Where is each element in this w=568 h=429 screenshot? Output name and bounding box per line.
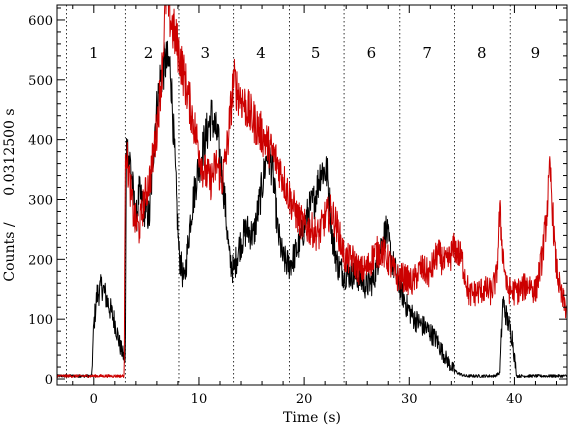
segment-label: 7 (422, 44, 432, 62)
y-tick-label: 300 (28, 193, 53, 208)
segment-label: 8 (477, 44, 487, 62)
y-tick-label: 100 (28, 313, 53, 328)
x-tick-label: 10 (191, 392, 208, 407)
x-tick-label: 30 (401, 392, 418, 407)
y-axis: 0 100 200 300 400 500 600 (28, 7, 567, 388)
segment-label: 5 (311, 44, 321, 62)
segment-label: 1 (89, 44, 99, 62)
segment-label: 9 (531, 44, 541, 62)
segment-label: 4 (256, 44, 266, 62)
segment-label: 6 (367, 44, 377, 62)
x-tick-label: 20 (296, 392, 313, 407)
x-axis: 0 10 20 30 40 (72, 5, 557, 407)
segment-label: 2 (144, 44, 154, 62)
segment-label: 3 (200, 44, 210, 62)
y-tick-label: 600 (28, 14, 53, 29)
y-axis-label: Counts / 0.0312500 s (2, 108, 18, 281)
y-tick-label: 200 (28, 253, 53, 268)
y-tick-label: 400 (28, 134, 53, 149)
series-layer (57, 5, 567, 379)
x-tick-label: 40 (506, 392, 523, 407)
plot-frame (56, 4, 568, 386)
segment-labels: 1 2 3 4 5 6 7 8 9 (89, 44, 540, 62)
y-tick-label: 500 (28, 74, 53, 89)
x-axis-label: Time (s) (283, 410, 341, 426)
series-red-line (57, 5, 567, 379)
y-tick-label: 0 (45, 373, 53, 388)
series-black-line (57, 40, 567, 379)
x-tick-label: 0 (90, 392, 98, 407)
